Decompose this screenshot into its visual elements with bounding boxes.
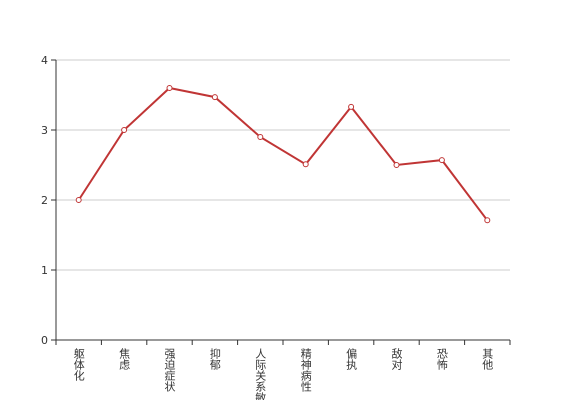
- y-tick-label: 4: [41, 54, 48, 67]
- point: [75, 197, 82, 203]
- x-tick-label: 焦虑: [118, 348, 131, 370]
- point: [121, 127, 128, 133]
- x-tick-label: 抑郁: [208, 347, 221, 370]
- point: [257, 134, 264, 140]
- x-tick-label: 精神病性: [299, 348, 312, 393]
- line: [77, 86, 489, 221]
- x-tick-label: 其他: [481, 348, 494, 370]
- x-tick-label: 恐怖: [435, 348, 448, 370]
- point: [211, 94, 218, 101]
- x-tick-label: 人际关系敏感: [254, 348, 267, 400]
- point: [348, 103, 355, 110]
- y-tick-label: 1: [41, 264, 48, 277]
- point: [166, 85, 173, 91]
- y-tick-label: 0: [41, 334, 48, 347]
- point: [484, 217, 491, 224]
- x-tick-label: 敌对: [390, 347, 403, 370]
- x-tick-label: 躯体化: [72, 348, 85, 382]
- x-tick-label: 强迫症状: [163, 348, 176, 392]
- y-tick-label: 3: [41, 124, 48, 137]
- point: [393, 162, 400, 168]
- point: [438, 157, 445, 164]
- x-tick-label: 偏执: [345, 347, 358, 371]
- point: [302, 161, 309, 168]
- y-tick-label: 2: [41, 194, 48, 207]
